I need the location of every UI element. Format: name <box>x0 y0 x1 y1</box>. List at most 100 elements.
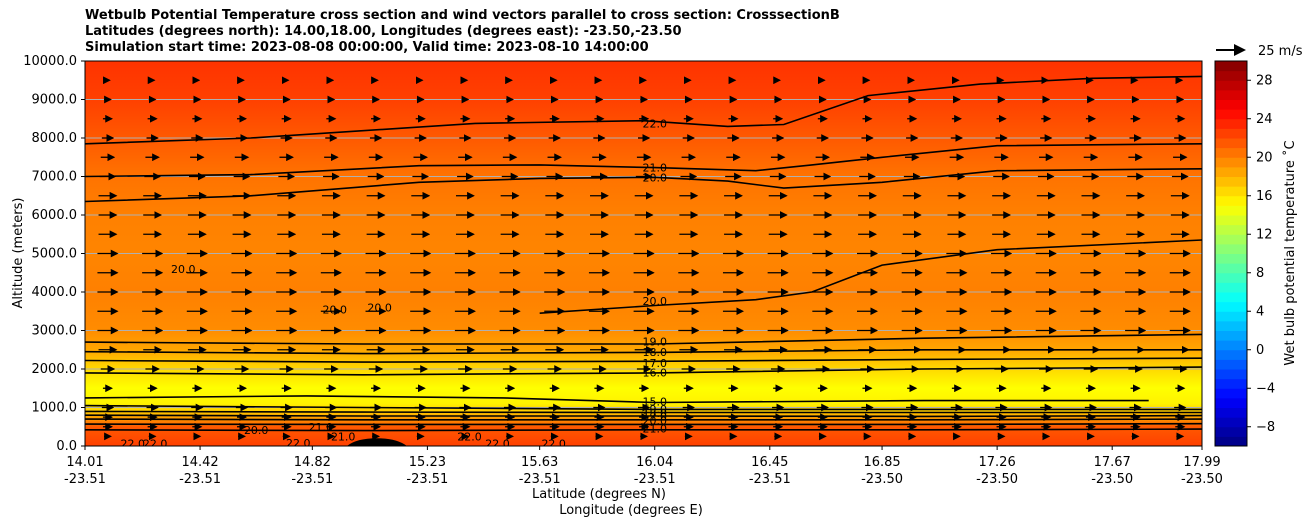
contour-label: 18.0 <box>642 346 667 359</box>
colorbar-band <box>1215 272 1247 283</box>
chart-title-line-3: Simulation start time: 2023-08-08 00:00:… <box>85 40 649 55</box>
colorbar-band <box>1215 205 1247 216</box>
contour-label: 20.0 <box>171 263 196 276</box>
y-tick-label: 2000.0 <box>32 362 78 377</box>
x-axis-label-lat: Latitude (degrees N) <box>532 487 666 502</box>
colorbar-band <box>1215 340 1247 351</box>
contour-label: 19.0 <box>642 403 667 416</box>
contour-line-15-0 <box>85 395 1149 404</box>
quiver-key: 25 m/s <box>1216 44 1303 59</box>
colorbar-band <box>1215 369 1247 380</box>
y-tick-label: 10000.0 <box>23 54 77 69</box>
contour-label: 22.0 <box>642 117 667 130</box>
x-tick-label-lon: -23.51 <box>519 472 561 487</box>
colorbar-band <box>1215 234 1247 245</box>
colorbar-band <box>1215 80 1247 91</box>
contour-label: 16.0 <box>642 366 667 379</box>
contour-line-20-0 <box>85 422 1202 426</box>
colorbar-band <box>1215 109 1247 120</box>
y-tick-label: 3000.0 <box>32 324 78 339</box>
contour-line-21-0 <box>85 143 1202 178</box>
colorbar-tick-label: 16 <box>1256 189 1273 204</box>
y-axis: 0.0 1000.0 2000.0 3000.0 4000.0 5000.0 6000.0 7… <box>23 54 85 454</box>
x-axis-label-lon: Longitude (degrees E) <box>559 503 703 518</box>
x-tick-label-lon: -23.51 <box>64 472 106 487</box>
contour-line-22-0 <box>85 75 1202 145</box>
contour-label: 15.0 <box>642 396 667 409</box>
contour-line-20-0 <box>539 239 1202 314</box>
x-tick-label-lon: -23.50 <box>1091 472 1133 487</box>
colorbar-band <box>1215 436 1247 447</box>
contour-label: 21.0 <box>642 423 667 436</box>
colorbar-band <box>1215 263 1247 274</box>
colorbar-tick-label: −8 <box>1256 420 1275 435</box>
contour-label: 17.0 <box>642 357 667 370</box>
contour-label: 20.0 <box>642 415 667 428</box>
contour-label: 22.0 <box>457 430 482 443</box>
contour-label: 21.0 <box>331 430 356 443</box>
colorbar-band <box>1215 330 1247 341</box>
colorbar-band <box>1215 253 1247 264</box>
y-tick-label: 0.0 <box>56 439 77 454</box>
colorbar-band <box>1215 282 1247 293</box>
contour-line-17-0 <box>85 357 1202 363</box>
colorbar-band <box>1215 215 1247 226</box>
y-axis-label: Altitude (meters) <box>11 198 26 309</box>
contour-label: 20.0 <box>323 303 348 316</box>
colorbar-band <box>1215 349 1247 360</box>
contour-line-19-0 <box>85 418 1202 421</box>
x-tick-label-lon: -23.51 <box>179 472 221 487</box>
contour-line-18-0 <box>85 349 1202 355</box>
contour-label: 20.0 <box>244 424 269 437</box>
colorbar-band <box>1215 243 1247 254</box>
colorbar-tick-label: 8 <box>1256 266 1264 281</box>
y-tick-label: 1000.0 <box>32 401 78 416</box>
contour-line-21-0 <box>85 428 1202 432</box>
quiver-key-label: 25 m/s <box>1258 44 1303 59</box>
colorbar-band <box>1215 359 1247 370</box>
x-tick-label-lat: 14.01 <box>66 455 103 470</box>
colorbar-band <box>1215 417 1247 428</box>
terrain <box>346 438 407 446</box>
colorbar-tick-label: 0 <box>1256 343 1264 358</box>
x-tick-label-lat: 16.04 <box>636 455 673 470</box>
colorbar-band <box>1215 397 1247 408</box>
colorbar-tick-label: 20 <box>1256 150 1273 165</box>
terrain-shape <box>346 438 407 446</box>
colorbar-band <box>1215 128 1247 139</box>
colorbar-label: Wet bulb potential temperature ˚C <box>1282 140 1298 365</box>
y-tick-label: 5000.0 <box>32 247 78 262</box>
colorbar-band <box>1215 166 1247 177</box>
colorbar-band <box>1215 378 1247 389</box>
contour-label: 22.0 <box>485 438 510 451</box>
x-tick-label-lat: 17.99 <box>1183 455 1220 470</box>
x-tick-label-lon: -23.50 <box>1181 472 1223 487</box>
x-tick-label-lat: 17.26 <box>979 455 1016 470</box>
chart-title-line-2: Latitudes (degrees north): 14.00,18.00, … <box>85 24 682 39</box>
colorbar-tick-label: 24 <box>1256 112 1273 127</box>
contour-label: 22.0 <box>120 438 145 451</box>
x-tick-label-lon: -23.51 <box>634 472 676 487</box>
colorbar-band <box>1215 176 1247 187</box>
contour-label: 17.0 <box>642 411 667 424</box>
contour-line-16-0 <box>85 366 1202 376</box>
contour-label: 22.0 <box>143 438 168 451</box>
wind-vectors <box>97 76 1191 441</box>
x-tick-label-lat: 14.42 <box>181 455 218 470</box>
colorbar-band <box>1215 99 1247 110</box>
x-tick-label-lat: 16.45 <box>751 455 788 470</box>
x-tick-label-lat: 16.85 <box>863 455 900 470</box>
colorbar-tick-label: 12 <box>1256 227 1273 242</box>
colorbar-band <box>1215 186 1247 197</box>
colorbar-band <box>1215 224 1247 235</box>
x-tick-label-lat: 17.67 <box>1094 455 1131 470</box>
x-tick-label-lat: 14.82 <box>294 455 331 470</box>
y-tick-label: 8000.0 <box>32 131 78 146</box>
colorbar-band <box>1215 118 1247 129</box>
y-tick-label: 6000.0 <box>32 208 78 223</box>
colorbar-frame <box>1214 60 1248 447</box>
contour-label: 22.0 <box>541 438 566 451</box>
colorbar: −8 −4 0 4 8 12 16 20 24 28 <box>1214 60 1275 447</box>
contour-label: 21.0 <box>308 421 333 434</box>
